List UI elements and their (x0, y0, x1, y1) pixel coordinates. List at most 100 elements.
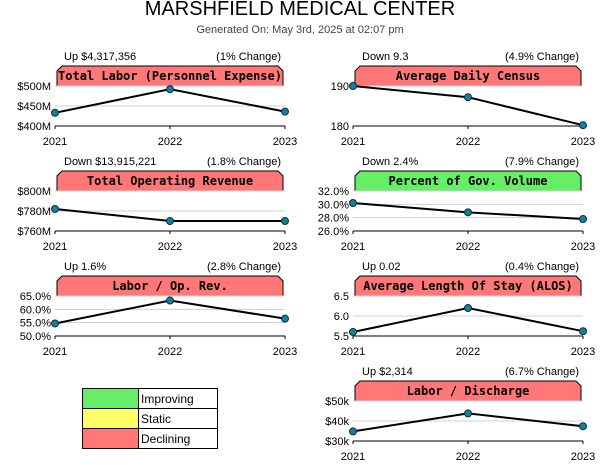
x-tick-label: 2023 (571, 451, 595, 463)
change-label: Up $2,314 (362, 366, 413, 378)
data-point (579, 121, 587, 130)
data-point (51, 319, 59, 328)
x-tick-label: 2023 (571, 241, 595, 253)
y-tick-label: 6.5 (334, 291, 349, 303)
x-tick-label: 2022 (456, 241, 480, 253)
y-tick-label: $450M (17, 101, 51, 113)
chart-panel: Up 0.02 (0.4% Change) Average Length Of St… (334, 261, 596, 358)
chart-panel: Up $4,317,356 (1% Change) Total Labor (Per… (17, 51, 297, 148)
y-tick-label: 30.0% (318, 199, 349, 211)
y-tick-label: 6.0 (334, 311, 349, 323)
chart-title: Average Length Of Stay (ALOS) (363, 279, 573, 293)
x-tick-label: 2021 (43, 136, 67, 148)
legend-label: Declining (141, 431, 191, 446)
x-tick-label: 2023 (273, 136, 297, 148)
y-tick-label: 32.0% (318, 186, 349, 198)
x-tick-label: 2023 (571, 346, 595, 358)
legend-item-improving: Improving (83, 389, 217, 408)
x-tick-label: 2022 (158, 136, 182, 148)
change-label: Up $4,317,356 (64, 51, 136, 63)
x-tick-label: 2022 (158, 241, 182, 253)
y-tick-label: 55.0% (20, 318, 51, 330)
data-point (579, 422, 587, 431)
data-point (349, 199, 357, 207)
pct-change-label: (1.8% Change) (207, 156, 281, 168)
chart-panel: Up $2,314 (6.7% Change) Labor / Discharge $… (325, 366, 595, 463)
y-tick-label: $30k (325, 436, 349, 448)
y-tick-label: $800M (17, 186, 51, 198)
x-tick-label: 2021 (341, 241, 365, 253)
chart-title: Average Daily Census (396, 69, 541, 83)
legend-label: Static (141, 411, 172, 426)
data-point (281, 107, 289, 116)
y-tick-label: $760M (17, 226, 51, 238)
legend-item-declining: Declining (83, 428, 217, 448)
pct-change-label: (2.8% Change) (207, 261, 281, 273)
legend: Improving Static Declining (82, 388, 218, 449)
x-tick-label: 2022 (456, 451, 480, 463)
y-tick-label: $40k (325, 416, 349, 428)
y-tick-label: 26.0% (318, 226, 349, 238)
y-tick-label: 65.0% (20, 291, 51, 303)
data-point (349, 328, 357, 336)
x-tick-label: 2022 (456, 346, 480, 358)
chart-title: Total Operating Revenue (87, 174, 253, 188)
chart-title: Labor / Op. Rev. (112, 279, 228, 293)
legend-swatch-improving (83, 389, 139, 408)
page-title: MARSHFIELD MEDICAL CENTER (144, 0, 456, 20)
change-label: Down 2.4% (362, 156, 418, 168)
data-point (281, 217, 289, 225)
x-tick-label: 2023 (273, 241, 297, 253)
data-point (51, 108, 59, 117)
data-point (281, 314, 289, 323)
data-point (166, 217, 174, 225)
x-tick-label: 2021 (341, 346, 365, 358)
data-point (579, 215, 587, 223)
chart-title: Percent of Gov. Volume (389, 174, 548, 188)
change-label: Down $13,915,221 (64, 156, 156, 168)
pct-change-label: (7.9% Change) (505, 156, 579, 168)
pct-change-label: (1% Change) (216, 51, 281, 63)
data-point (579, 327, 587, 336)
x-tick-label: 2021 (43, 241, 67, 253)
y-tick-label: 190 (331, 81, 349, 93)
generated-timestamp: Generated On: May 3rd, 2025 at 02:07 pm (196, 24, 404, 36)
legend-item-static: Static (83, 408, 217, 428)
chart-title: Labor / Discharge (407, 384, 530, 398)
y-tick-label: 50.0% (20, 331, 51, 343)
chart-panel: Down 9.3 (4.9% Change) Average Daily Censu… (331, 51, 596, 148)
y-tick-label: $780M (17, 206, 51, 218)
pct-change-label: (6.7% Change) (505, 366, 579, 378)
data-point (464, 93, 472, 102)
data-point (464, 304, 472, 312)
x-tick-label: 2023 (273, 346, 297, 358)
y-tick-label: $500M (17, 81, 51, 93)
change-label: Up 1.6% (64, 261, 106, 273)
y-tick-label: $50k (325, 396, 349, 408)
data-point (464, 208, 472, 217)
x-tick-label: 2021 (341, 136, 365, 148)
legend-swatch-declining (83, 429, 139, 448)
change-label: Down 9.3 (362, 51, 408, 63)
pct-change-label: (4.9% Change) (505, 51, 579, 63)
pct-change-label: (0.4% Change) (505, 261, 579, 273)
legend-swatch-static (83, 409, 139, 428)
data-point (464, 409, 472, 418)
x-tick-label: 2023 (571, 136, 595, 148)
x-tick-label: 2021 (341, 451, 365, 463)
data-point (349, 427, 357, 436)
y-tick-label: 60.0% (20, 304, 51, 316)
x-tick-label: 2022 (158, 346, 182, 358)
chart-panel: Down $13,915,221 (1.8% Change) Total Opera… (17, 156, 297, 253)
data-point (166, 296, 174, 305)
x-tick-label: 2022 (456, 136, 480, 148)
chart-panel: Down 2.4% (7.9% Change) Percent of Gov. Vo… (318, 156, 595, 253)
legend-label: Improving (141, 391, 194, 406)
data-point (166, 85, 174, 94)
y-tick-label: 28.0% (318, 213, 349, 225)
x-tick-label: 2021 (43, 346, 67, 358)
y-tick-label: 180 (331, 121, 349, 133)
data-point (349, 82, 357, 90)
data-point (51, 205, 59, 213)
